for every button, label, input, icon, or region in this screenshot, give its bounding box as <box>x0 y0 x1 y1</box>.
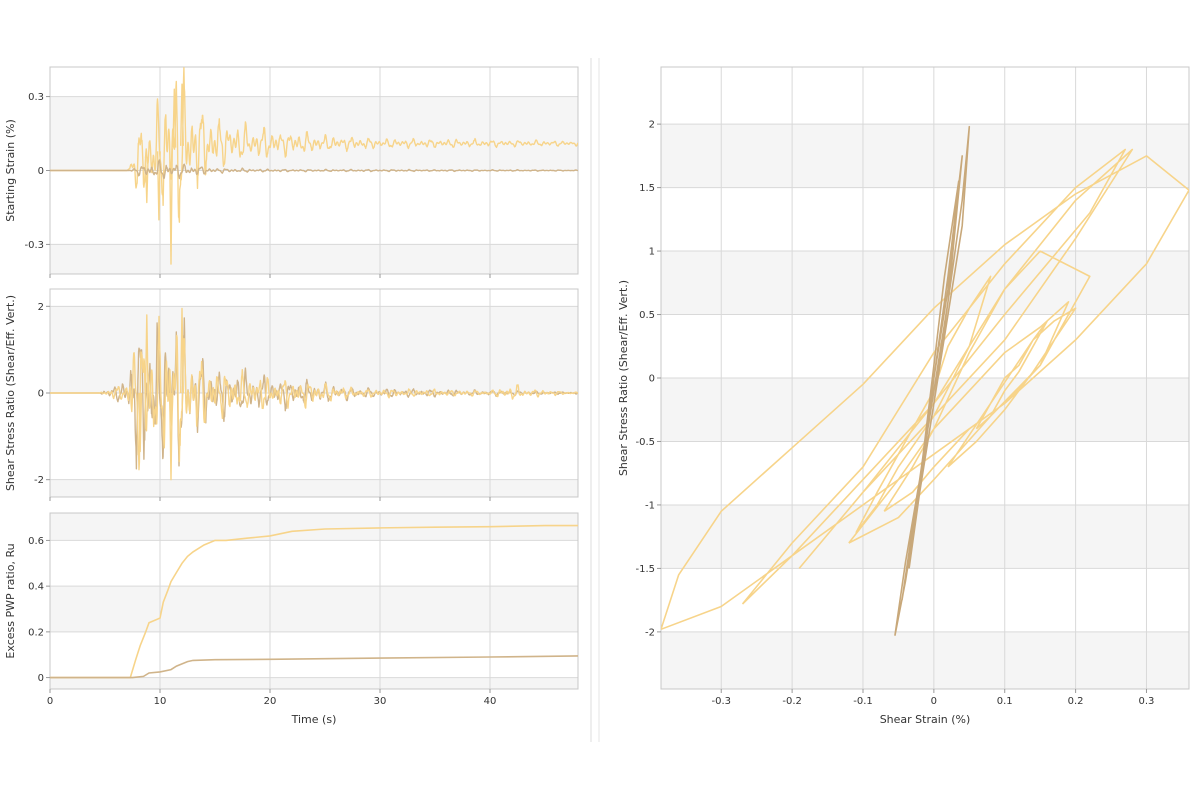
x-tick-label: 0 <box>931 696 937 707</box>
ru-series-1 <box>50 655 578 679</box>
y-tick-label: 2 <box>38 302 44 313</box>
y-tick-label: 0 <box>38 673 44 684</box>
pwp-time-chart: 0 0.2 0.4 0.6 0 10 20 30 40 Excess PWP ratio, Ru T… <box>4 512 579 726</box>
y-axis-title: Starting Strain (%) <box>4 119 17 222</box>
x-tick-label: 0.2 <box>1068 696 1084 707</box>
time-series-1 <box>50 307 578 481</box>
strain-time-chart: -0.3 0 0.3 Starting Strain (%) <box>4 66 579 278</box>
plot-band <box>50 586 578 632</box>
time-series-0 <box>50 317 578 470</box>
y-axis-title: Shear Stress Ratio (Shear/Eff. Vert.) <box>4 295 17 491</box>
y-tick-label: -0.5 <box>635 437 655 448</box>
plot-band <box>661 631 1189 689</box>
y-tick-label: -2 <box>34 475 44 486</box>
y-tick-label: 0.2 <box>28 627 44 638</box>
x-tick-label: 20 <box>264 696 277 707</box>
y-tick-label: 0.5 <box>639 310 655 321</box>
hysteresis-series-0 <box>661 148 1189 631</box>
plot-band <box>661 378 1189 442</box>
x-tick-label: 0 <box>47 696 53 707</box>
x-tick-label: 0.1 <box>997 696 1013 707</box>
x-tick-label: -0.3 <box>711 696 731 707</box>
time-series-0 <box>50 67 578 265</box>
y-axis-title: Excess PWP ratio, Ru <box>4 543 17 658</box>
plot-frame <box>49 512 579 690</box>
x-tick-label: 30 <box>374 696 387 707</box>
y-tick-label: 1 <box>649 247 655 258</box>
series-group <box>661 125 1189 636</box>
y-tick-label: 1.5 <box>639 183 655 194</box>
hysteresis-series-1 <box>894 125 971 636</box>
y-tick-label: -2 <box>645 627 655 638</box>
y-tick-label: 0 <box>649 374 655 385</box>
series-group <box>50 307 578 481</box>
stress-strain-chart: -2 -1.5 -1 -0.5 0 0.5 1 1.5 2 -0.3 -0.2 -0.1 0 0.1 0.2… <box>617 66 1190 726</box>
series-group <box>50 67 578 265</box>
plot-band <box>50 96 578 171</box>
stress-time-chart: -2 0 2 Shear Stress Ratio (Shear/Eff. Vert.… <box>4 288 579 501</box>
y-tick-label: 0.4 <box>28 582 44 593</box>
y-tick-label: 2 <box>649 120 655 131</box>
plot-band <box>50 306 578 393</box>
time-series-1 <box>50 159 578 180</box>
plot-band <box>50 479 578 497</box>
x-axis-title: Time (s) <box>291 713 337 726</box>
series-group <box>50 524 578 679</box>
plot-band <box>661 504 1189 569</box>
y-tick-label: 0.3 <box>28 92 44 103</box>
x-tick-label: 40 <box>484 696 497 707</box>
plot-band <box>50 244 578 274</box>
y-axis-title: Shear Stress Ratio (Shear/Eff. Vert.) <box>617 280 630 476</box>
ru-series-0 <box>50 524 578 679</box>
y-tick-label: -1.5 <box>635 564 655 575</box>
plot-band <box>661 251 1189 315</box>
x-tick-label: -0.2 <box>782 696 802 707</box>
y-tick-label: 0.6 <box>28 536 44 547</box>
x-axis-title: Shear Strain (%) <box>880 713 971 726</box>
y-tick-label: 0 <box>38 389 44 400</box>
x-tick-label: -0.1 <box>853 696 873 707</box>
y-tick-label: -1 <box>645 500 655 511</box>
y-tick-label: 0 <box>38 166 44 177</box>
plot-band <box>50 677 578 689</box>
x-tick-label: 10 <box>154 696 167 707</box>
x-tick-label: 0.3 <box>1139 696 1155 707</box>
y-tick-label: -0.3 <box>24 240 44 251</box>
